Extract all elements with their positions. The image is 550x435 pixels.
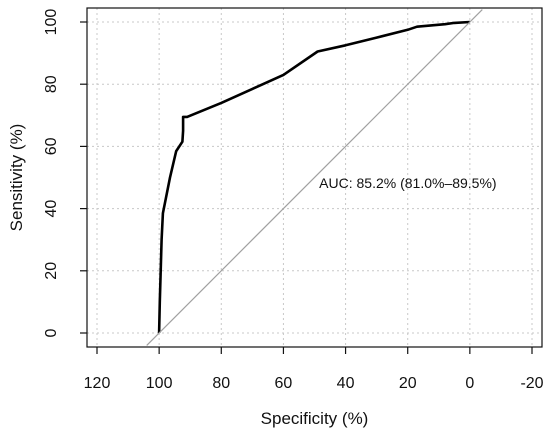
y-tick-label: 0 [43,328,60,337]
y-tick-label: 40 [43,200,60,218]
grid [87,8,542,347]
x-axis-title: Specificity (%) [261,409,369,428]
y-tick-label: 60 [43,137,60,155]
x-tick-label: 60 [275,375,293,392]
roc-curve-line [157,20,470,334]
x-tick-label: 80 [212,375,230,392]
x-tick-label: 100 [146,375,173,392]
y-tick-label: 80 [43,75,60,93]
auc-annotation: AUC: 85.2% (81.0%–89.5%) [319,175,496,191]
x-axis: 120 100 80 60 40 20 0 -20 [84,347,544,392]
y-axis: 0 20 40 60 80 100 [43,9,87,337]
x-tick-label: 20 [399,375,417,392]
x-tick-label: -20 [520,375,543,392]
y-tick-label: 20 [43,262,60,280]
plot-frame [86,7,543,348]
x-tick-label: 120 [84,375,111,392]
y-tick-label: 100 [43,9,60,36]
x-tick-label: 0 [465,375,474,392]
x-tick-label: 40 [337,375,355,392]
y-axis-title: Sensitivity (%) [7,124,26,232]
series-layer [146,9,483,346]
reference-diagonal-line [146,9,483,346]
